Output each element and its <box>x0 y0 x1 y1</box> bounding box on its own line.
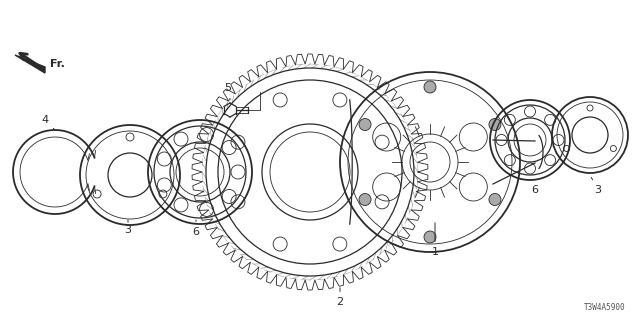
Text: 5: 5 <box>225 83 232 100</box>
Text: 3: 3 <box>125 220 131 235</box>
Circle shape <box>489 118 501 131</box>
Text: Fr.: Fr. <box>50 59 65 69</box>
Circle shape <box>489 194 501 205</box>
Text: 4: 4 <box>42 115 55 130</box>
Circle shape <box>359 118 371 131</box>
Text: 3: 3 <box>591 178 602 195</box>
Text: 6: 6 <box>193 220 200 237</box>
Text: 6: 6 <box>531 180 538 195</box>
Circle shape <box>424 231 436 243</box>
Polygon shape <box>15 55 45 73</box>
Text: T3W4A5900: T3W4A5900 <box>584 303 625 312</box>
Text: 1: 1 <box>431 223 438 257</box>
Circle shape <box>359 194 371 205</box>
Text: 2: 2 <box>337 288 344 307</box>
Circle shape <box>424 81 436 93</box>
